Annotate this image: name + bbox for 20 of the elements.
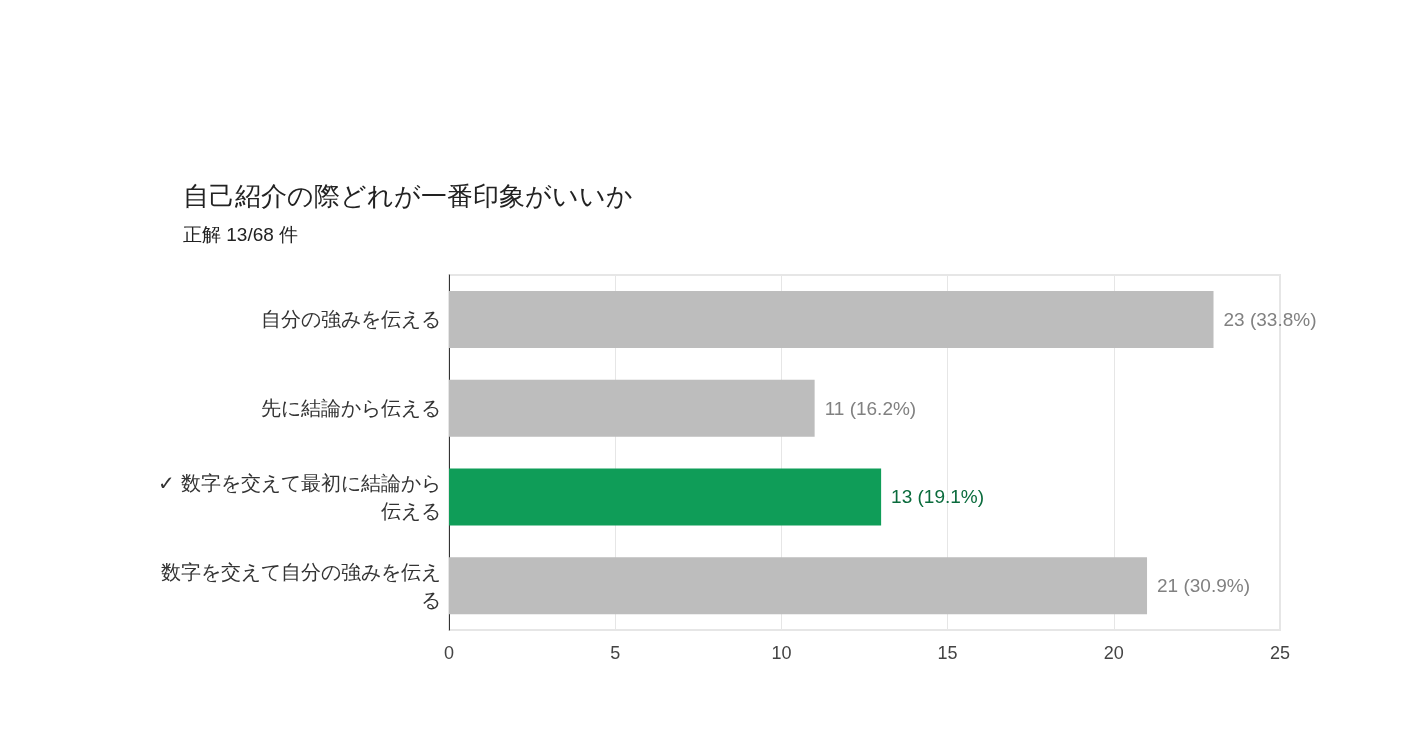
bar bbox=[449, 290, 1214, 348]
x-tick-label: 15 bbox=[937, 643, 958, 663]
data-label: 21 (30.9%) bbox=[1157, 575, 1250, 597]
chart-title: 自己紹介の際どれが一番印象がいいか bbox=[183, 181, 633, 211]
bar bbox=[449, 379, 815, 437]
data-label: 23 (33.8%) bbox=[1223, 308, 1317, 330]
x-tick-label: 0 bbox=[443, 643, 455, 663]
y-tick-label: 先に結論から伝える bbox=[261, 397, 441, 420]
data-label: 13 (19.1%) bbox=[891, 486, 985, 508]
x-tick-label: 10 bbox=[771, 643, 792, 663]
y-tick-label: 自分の強みを伝える bbox=[261, 308, 441, 331]
y-tick-label: ✓ 数字を交えて最初に結論から伝える bbox=[158, 471, 441, 522]
x-tick-label: 5 bbox=[610, 643, 621, 663]
x-tick-label: 20 bbox=[1103, 643, 1124, 663]
text: 正解 13/68 件 bbox=[183, 224, 299, 245]
bar bbox=[449, 557, 1148, 615]
y-tick-label: 数字を交えて自分の強みを伝える bbox=[161, 560, 441, 611]
x-tick-label: 25 bbox=[1269, 643, 1291, 663]
bar bbox=[449, 468, 882, 526]
data-label: 11 (16.2%) bbox=[824, 397, 917, 419]
